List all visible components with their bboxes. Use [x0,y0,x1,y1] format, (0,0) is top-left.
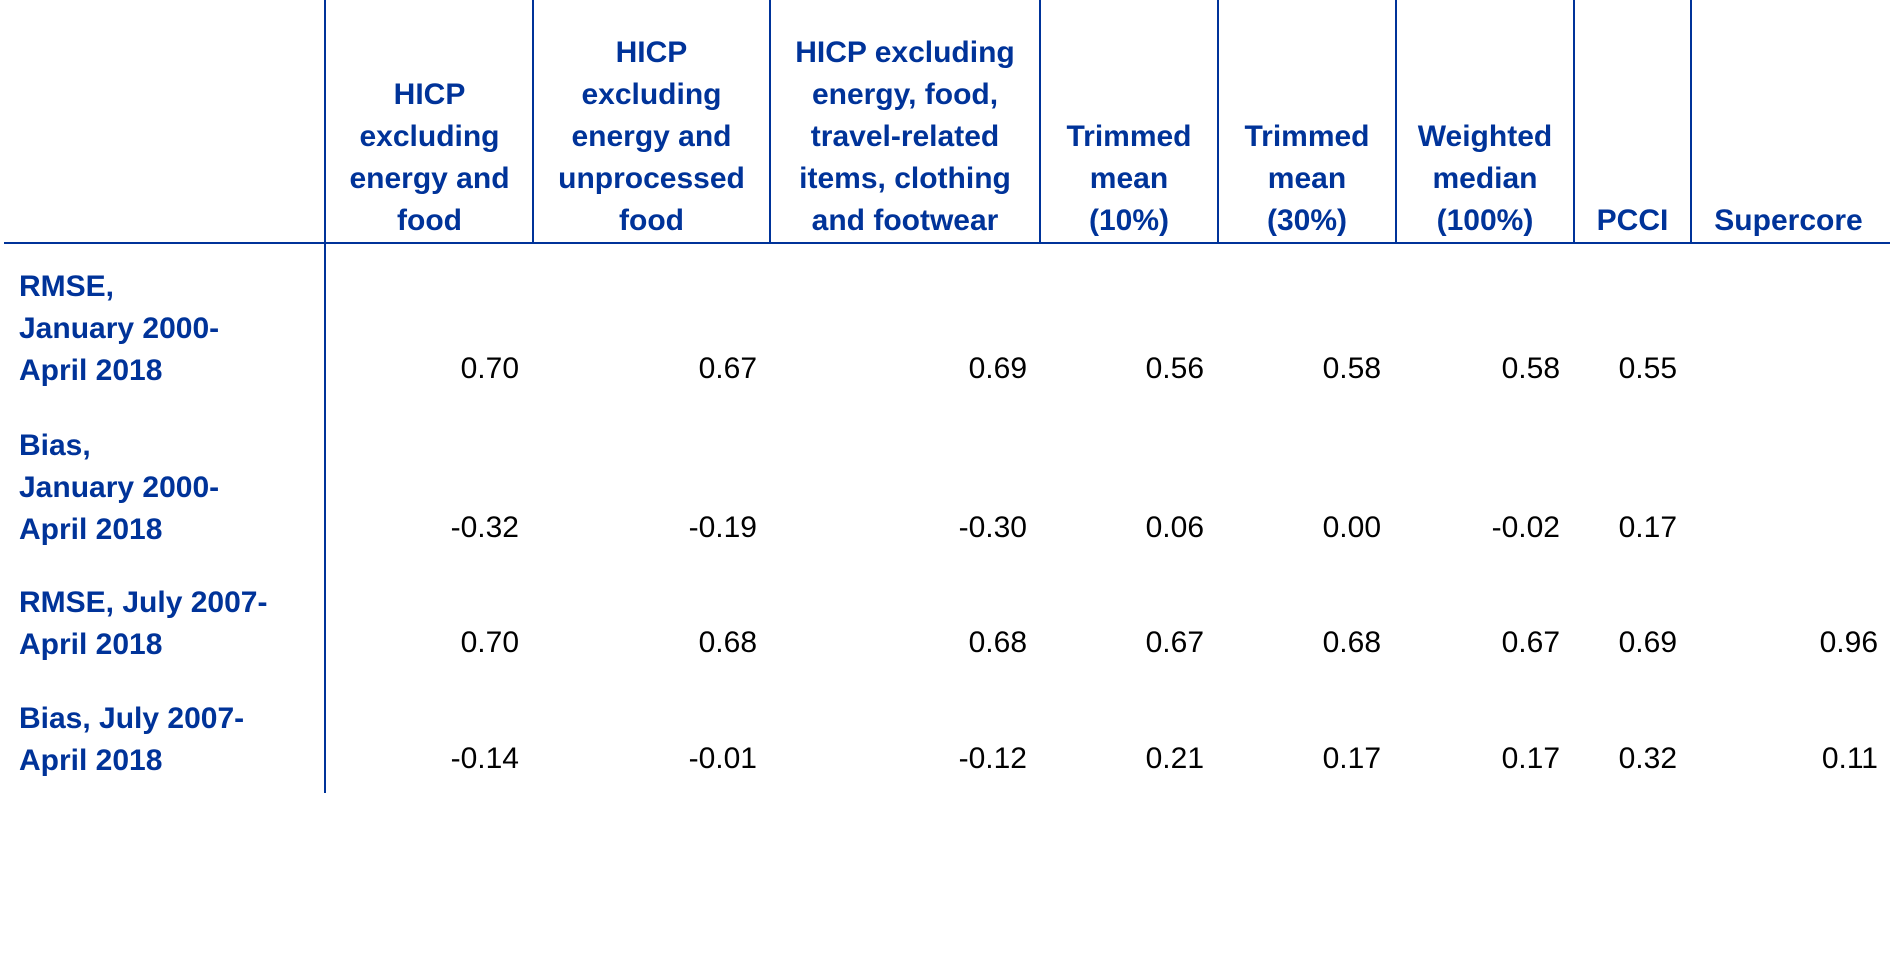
column-header-line: travel-related [810,120,1000,153]
table-cell-value: 0.17 [1618,511,1677,544]
table-cell-value: -0.12 [958,742,1027,775]
row-label: Bias, July 2007- April 2018 [19,698,244,782]
column-header: HICP excluding energy and unprocessed food [533,14,770,244]
column-header-line: HICP excluding [795,36,1015,69]
column-header-line: HICP [393,78,466,111]
column-header-line: (10%) [1088,204,1169,237]
column-header-line: energy and [349,162,510,195]
column-header-text: HICP excluding energy and unprocessed food [558,32,745,242]
column-header-line: mean [1089,162,1169,195]
column-header-line: excluding [581,78,722,111]
column-header: Weighted median (100%) [1396,14,1574,244]
table-cell-value: -0.02 [1491,511,1560,544]
table-cell-value: 0.68 [698,626,757,659]
row-label-line: January 2000- [19,312,220,345]
column-header-line: Supercore [1714,204,1863,237]
row-label-line: Bias, July 2007- [19,702,245,735]
column-header-line: food [397,204,462,237]
table-cell-value: 0.11 [1821,742,1878,775]
row-label-line: January 2000- [19,471,220,504]
header-separator [1395,0,1397,244]
column-header-line: and footwear [811,204,999,237]
table-cell-value: 0.68 [968,626,1027,659]
row-label: Bias, January 2000- April 2018 [19,425,219,551]
column-header-text: Trimmed mean (10%) [1066,116,1191,242]
row-label-line: RMSE, July 2007- [19,586,268,619]
table-cell-value: 0.67 [1501,626,1560,659]
header-separator [1217,0,1219,244]
header-rule [4,242,1890,244]
table-cell-value: 0.06 [1145,511,1204,544]
column-header-line: (100%) [1436,204,1534,237]
row-label-line: April 2018 [19,744,163,777]
row-label-line: Bias, [19,429,91,462]
column-header-line: energy and [571,120,732,153]
column-header-line: Trimmed [1066,120,1192,153]
header-separator [769,0,771,244]
column-header-line: HICP [615,36,688,69]
column-header-line: unprocessed [558,162,745,195]
row-label-line: April 2018 [19,513,163,546]
table-cell-value: 0.21 [1145,742,1204,775]
table-cell-value: 0.55 [1618,352,1677,385]
column-header-line: food [619,204,684,237]
column-header-line: (30%) [1266,204,1347,237]
column-header-text: PCCI [1597,200,1669,242]
column-header-text: Weighted median (100%) [1418,116,1552,242]
column-header-text: HICP excluding energy, food, travel-relate… [795,32,1015,242]
column-header-line: median [1432,162,1538,195]
column-header-text: Supercore [1714,200,1862,242]
table-cell-value: 0.69 [968,352,1027,385]
table-cell-value: 0.67 [698,352,757,385]
table-cell-value: 0.17 [1322,742,1381,775]
header-separator [1039,0,1041,244]
column-header-line: PCCI [1596,204,1669,237]
table-cell-value: -0.01 [688,742,757,775]
stub-column-rule [324,0,326,793]
row-label-line: April 2018 [19,354,163,387]
row-label: RMSE, January 2000- April 2018 [19,266,219,392]
table-cell-value: 0.00 [1322,511,1381,544]
header-separator [1573,0,1575,244]
column-header-line: items, clothing [799,162,1011,195]
table-cell-value: 0.96 [1819,626,1878,659]
table-cell-value: 0.70 [460,626,519,659]
column-header-line: excluding [359,120,500,153]
column-header: HICP excluding energy, food, travel-relate… [770,14,1040,244]
table-cell-value: 0.17 [1501,742,1560,775]
table-cell-value: -0.19 [688,511,757,544]
table-cell-value: 0.67 [1145,626,1204,659]
table-cell-value: -0.30 [958,511,1027,544]
column-header-text: Trimmed mean (30%) [1244,116,1369,242]
table-cell-value: 0.68 [1322,626,1381,659]
table-cell-value: -0.14 [450,742,519,775]
row-label-line: RMSE, [19,270,115,303]
table-cell-value: 0.32 [1618,742,1677,775]
header-separator [1690,0,1692,244]
column-header: HICP excluding energy and food [326,14,533,244]
header-separator [532,0,534,244]
column-header-line: mean [1267,162,1347,195]
table-cell-value: 0.58 [1501,352,1560,385]
table-cell-value: 0.69 [1618,626,1677,659]
column-header: Trimmed mean (10%) [1040,14,1218,244]
table-cell-value: 0.70 [460,352,519,385]
column-header-text: HICP excluding energy and food [349,74,509,242]
column-header-line: energy, food, [811,78,999,111]
column-header: Supercore [1691,14,1886,244]
table-cell-value: -0.32 [450,511,519,544]
column-header-line: Trimmed [1244,120,1370,153]
column-header-line: Weighted [1417,120,1553,153]
column-header: Trimmed mean (30%) [1218,14,1396,244]
row-label-line: April 2018 [19,628,163,661]
column-header: PCCI [1574,14,1691,244]
table-cell-value: 0.58 [1322,352,1381,385]
table-cell-value: 0.56 [1145,352,1204,385]
row-label: RMSE, July 2007- April 2018 [19,582,267,666]
